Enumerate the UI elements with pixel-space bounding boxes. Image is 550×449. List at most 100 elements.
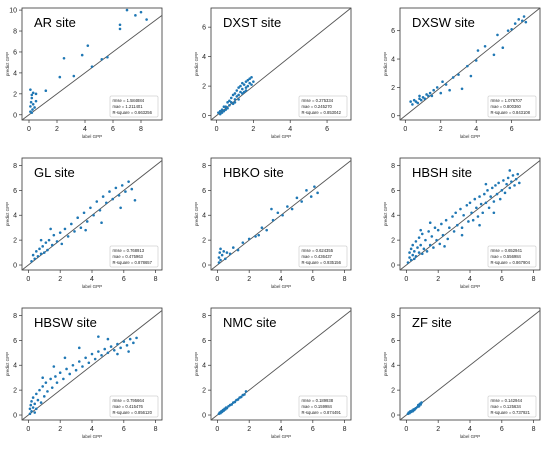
- x-tick-label: 0: [26, 426, 30, 433]
- y-tick-label: 0: [391, 413, 395, 420]
- y-tick-label: 2: [202, 84, 206, 91]
- x-tick-label: 0: [404, 426, 408, 433]
- data-point: [79, 226, 83, 229]
- data-point: [128, 337, 132, 341]
- x-tick-label: 6: [311, 276, 315, 283]
- y-axis-label: predict GPP: [5, 202, 10, 226]
- data-point: [489, 195, 492, 198]
- y-tick-label: 2: [391, 238, 395, 245]
- data-point: [467, 220, 470, 223]
- data-point: [414, 240, 418, 243]
- data-point: [475, 206, 478, 210]
- y-tick-label: 4: [391, 57, 395, 64]
- data-point: [31, 108, 34, 111]
- data-point: [235, 95, 239, 98]
- data-point: [29, 105, 32, 108]
- subplot-title: GL site: [34, 165, 75, 180]
- data-point: [233, 92, 237, 95]
- y-tick-label: 4: [202, 363, 206, 370]
- data-point: [58, 231, 62, 234]
- data-point: [224, 105, 228, 109]
- data-point: [219, 258, 222, 262]
- data-point: [145, 18, 148, 21]
- data-point: [476, 49, 480, 52]
- x-tick-label: 0: [215, 426, 219, 433]
- y-tick-label: 8: [13, 29, 17, 36]
- identity-line: [210, 160, 352, 271]
- data-point: [54, 375, 57, 378]
- x-tick-label: 0: [215, 126, 219, 133]
- data-point: [451, 215, 454, 218]
- x-tick-label: 8: [532, 276, 536, 283]
- data-point: [217, 261, 221, 264]
- data-point: [100, 57, 104, 61]
- data-point: [29, 100, 33, 104]
- y-tick-label: 4: [13, 363, 17, 370]
- data-point: [313, 185, 316, 188]
- data-point: [441, 233, 445, 237]
- data-point: [49, 227, 52, 231]
- data-point: [31, 406, 35, 409]
- data-point: [58, 75, 62, 79]
- y-axis-label: predict GPP: [194, 52, 199, 76]
- x-tick-label: 2: [247, 276, 251, 283]
- data-point: [222, 109, 226, 113]
- data-point: [116, 352, 119, 356]
- data-point: [47, 238, 51, 242]
- identity-line: [21, 160, 163, 271]
- data-point: [50, 243, 54, 247]
- data-point: [217, 256, 221, 259]
- data-point: [411, 103, 414, 106]
- data-point: [409, 247, 413, 251]
- data-point: [49, 377, 52, 381]
- data-point: [229, 96, 233, 100]
- data-point: [58, 371, 62, 375]
- y-axis-label: predict GPP: [383, 52, 388, 76]
- data-point: [241, 92, 244, 95]
- y-tick-label: 6: [391, 188, 395, 195]
- data-point: [469, 74, 473, 78]
- y-tick-label: 2: [391, 388, 395, 395]
- data-point: [438, 242, 442, 246]
- data-point: [416, 101, 420, 105]
- data-point: [246, 78, 250, 82]
- data-point: [106, 351, 110, 355]
- data-point: [414, 100, 418, 103]
- data-point: [65, 367, 68, 371]
- data-point: [411, 253, 415, 257]
- data-point: [124, 190, 127, 193]
- metrics-text: rmse = 1.076707: [491, 98, 523, 103]
- data-point: [117, 194, 121, 197]
- data-point: [52, 233, 56, 237]
- data-point: [511, 174, 515, 177]
- data-point: [111, 197, 114, 201]
- metrics-text: rmse = 0.795664: [113, 398, 145, 403]
- x-tick-label: 6: [500, 426, 504, 433]
- data-point: [38, 247, 41, 251]
- data-point: [406, 261, 410, 264]
- data-point: [470, 211, 473, 215]
- x-tick-label: 0: [27, 126, 31, 133]
- metrics-text: R-square = 0.843108: [491, 110, 531, 115]
- data-point: [84, 228, 87, 232]
- data-point: [34, 92, 38, 96]
- data-point: [455, 223, 459, 227]
- data-point: [430, 94, 434, 98]
- data-point: [31, 396, 35, 399]
- identity-line: [399, 310, 541, 421]
- subplot-title: ZF site: [412, 315, 452, 330]
- subplot-title: HBSW site: [34, 315, 97, 330]
- x-tick-label: 8: [139, 126, 143, 133]
- data-point: [62, 56, 66, 60]
- data-point: [444, 218, 448, 222]
- x-tick-label: 4: [90, 276, 94, 283]
- data-point: [236, 398, 240, 401]
- data-point: [80, 53, 84, 57]
- data-point: [478, 195, 481, 198]
- subplot-ar-site: 0 2 4 6 8 0 2 4 6 8 10 label GPP predict GPP AR site r…: [5, 8, 163, 139]
- metrics-text: R-square = 0.867904: [491, 260, 531, 265]
- x-tick-label: 2: [58, 276, 62, 283]
- y-tick-label: 0: [391, 113, 395, 120]
- data-point: [41, 245, 44, 248]
- subplot-title: DXSW site: [412, 15, 475, 30]
